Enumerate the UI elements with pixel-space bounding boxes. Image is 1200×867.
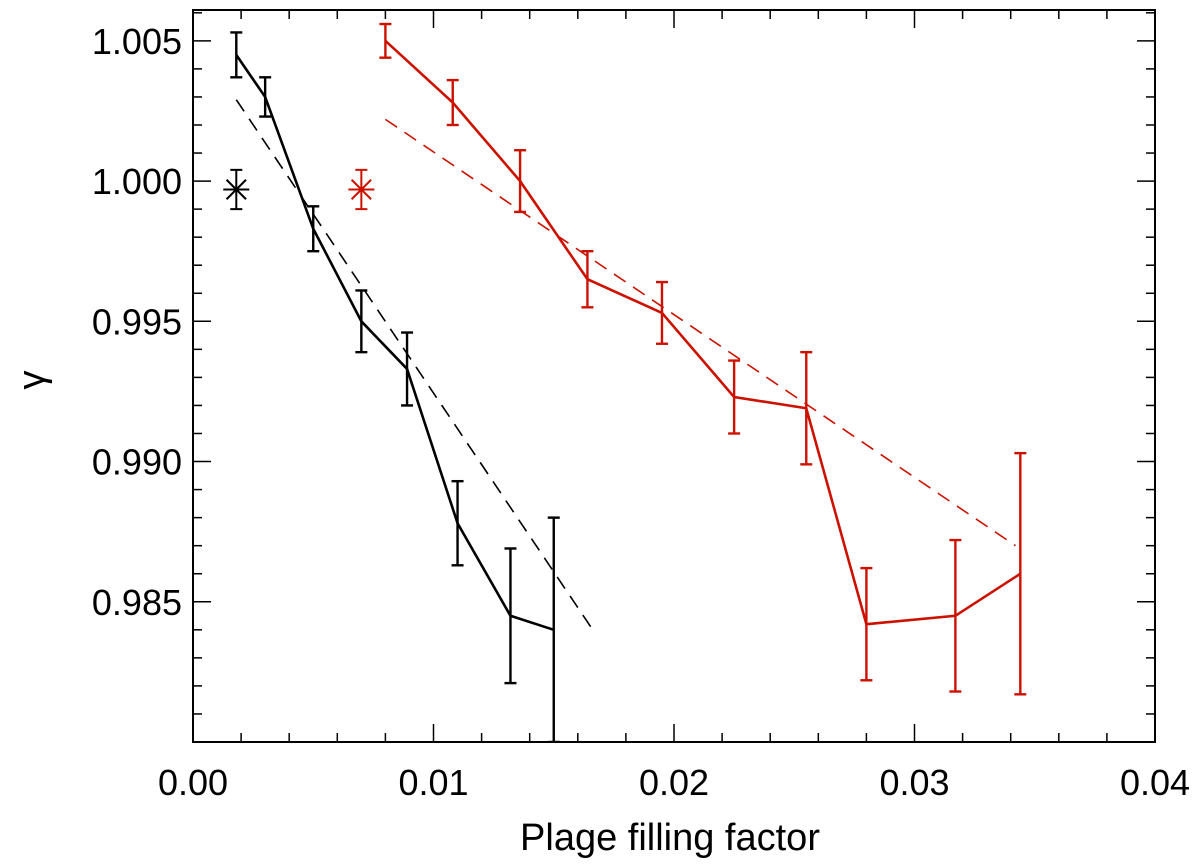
fit-line: [384, 118, 1016, 547]
series-group: [230, 22, 1027, 742]
x-tick-label: 0.01: [398, 762, 468, 803]
x-tick-label: 0.00: [158, 762, 228, 803]
y-tick-label: 0.990: [92, 442, 182, 483]
data-series: [230, 31, 560, 742]
tick-labels: 0.00 0.01 0.02 0.03 0.04 1.005 1.000 0.995 0.990…: [92, 21, 1190, 803]
y-tick-label: 1.000: [92, 161, 182, 202]
x-axis-label: Plage filling factor: [520, 817, 820, 859]
fit-line: [235, 99, 596, 634]
plot-frame: [192, 9, 1156, 743]
x-tick-label: 0.03: [879, 762, 949, 803]
fit-lines: [235, 99, 1016, 634]
series-line: [384, 39, 1022, 626]
ticks: [192, 10, 1156, 743]
x-tick-label: 0.04: [1120, 762, 1190, 803]
y-tick-label: 0.985: [92, 582, 182, 623]
x-tick-label: 0.02: [639, 762, 709, 803]
star-marker: [348, 168, 375, 211]
axes-frame: [192, 9, 1156, 743]
y-tick-label: 0.995: [92, 301, 182, 342]
star-marker: [223, 168, 250, 211]
star-markers: [223, 168, 375, 211]
series-line: [235, 54, 555, 632]
data-series: [379, 22, 1027, 696]
y-axis-label: γ: [11, 371, 53, 390]
y-tick-label: 1.005: [92, 21, 182, 62]
